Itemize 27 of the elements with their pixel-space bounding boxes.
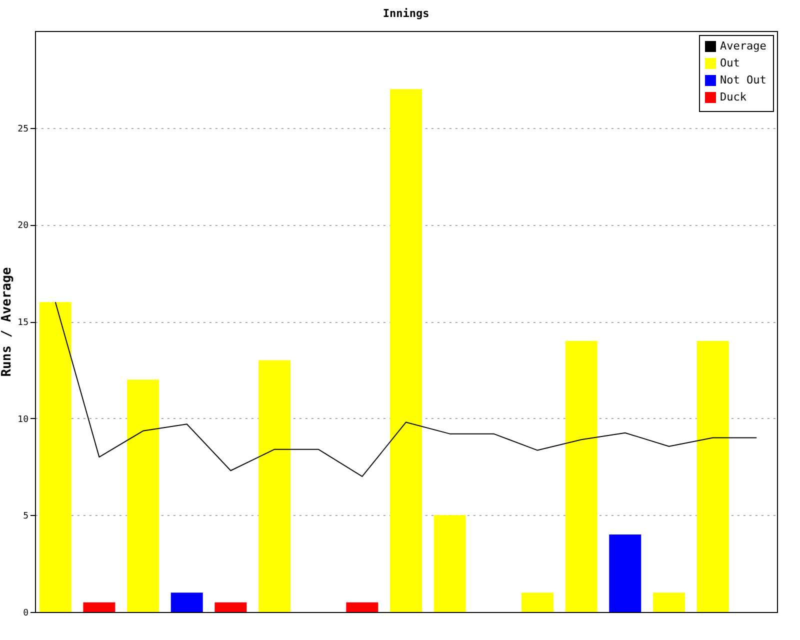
bar — [565, 340, 598, 612]
bar — [390, 89, 422, 612]
bar — [434, 515, 466, 612]
y-tick-label: 20 — [18, 221, 28, 232]
legend-label: Duck — [720, 90, 747, 104]
legend-label: Average — [720, 40, 766, 52]
y-tick-label: 25 — [18, 124, 28, 134]
y-axis-title: Runs / Average — [0, 267, 15, 377]
bar — [39, 302, 72, 612]
y-tick-label: 10 — [18, 414, 28, 425]
bar — [83, 602, 116, 612]
legend-label: Not Out — [720, 74, 766, 86]
bar — [346, 602, 378, 612]
bar — [696, 340, 729, 612]
bar — [258, 360, 291, 612]
line-series — [54, 302, 758, 477]
chart-title: Innings — [382, 7, 430, 20]
bar — [127, 380, 160, 612]
legend-label: Out — [720, 56, 740, 70]
bar — [170, 592, 203, 612]
bar — [214, 602, 247, 612]
bar — [609, 534, 642, 612]
y-tick-label: 0 — [23, 608, 28, 618]
y-tick-label: 5 — [23, 512, 28, 522]
bar — [652, 592, 685, 612]
bar — [521, 592, 554, 612]
y-tick-label: 15 — [18, 318, 28, 328]
